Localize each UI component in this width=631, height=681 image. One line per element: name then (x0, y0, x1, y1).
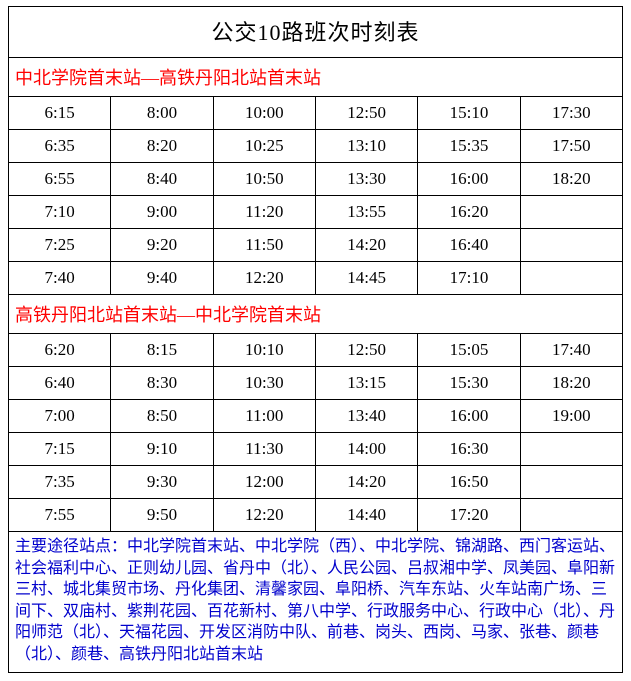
time-cell: 12:50 (315, 334, 417, 367)
time-cell: 6:15 (9, 97, 111, 130)
time-cell: 8:40 (111, 163, 213, 196)
time-cell: 17:50 (520, 130, 622, 163)
time-cell: 14:20 (315, 466, 417, 499)
time-row: 7:559:5012:2014:4017:20 (9, 499, 623, 532)
time-cell: 8:20 (111, 130, 213, 163)
time-cell: 13:10 (315, 130, 417, 163)
time-cell: 7:35 (9, 466, 111, 499)
time-row: 7:008:5011:0013:4016:0019:00 (9, 400, 623, 433)
time-cell: 16:00 (418, 400, 520, 433)
notes-row: 主要途径站点：中北学院首末站、中北学院（西）、中北学院、锦湖路、西门客运站、社会… (9, 532, 623, 673)
time-cell: 9:50 (111, 499, 213, 532)
time-row: 7:259:2011:5014:2016:40 (9, 229, 623, 262)
time-row: 7:159:1011:3014:0016:30 (9, 433, 623, 466)
title-row: 公交10路班次时刻表 (9, 7, 623, 58)
time-cell: 15:30 (418, 367, 520, 400)
time-row: 7:409:4012:2014:4517:10 (9, 262, 623, 295)
timetable-body: 公交10路班次时刻表中北学院首末站—高铁丹阳北站首末站6:158:0010:00… (9, 7, 623, 673)
time-cell: 10:30 (213, 367, 315, 400)
time-cell: 17:20 (418, 499, 520, 532)
time-cell: 15:05 (418, 334, 520, 367)
time-cell: 8:00 (111, 97, 213, 130)
time-cell: 6:55 (9, 163, 111, 196)
time-row: 6:208:1510:1012:5015:0517:40 (9, 334, 623, 367)
time-row: 6:358:2010:2513:1015:3517:50 (9, 130, 623, 163)
time-cell: 14:40 (315, 499, 417, 532)
time-cell: 10:25 (213, 130, 315, 163)
time-cell: 11:00 (213, 400, 315, 433)
time-cell: 11:20 (213, 196, 315, 229)
time-row: 6:158:0010:0012:5015:1017:30 (9, 97, 623, 130)
time-cell: 8:50 (111, 400, 213, 433)
time-cell: 9:40 (111, 262, 213, 295)
time-cell (520, 229, 622, 262)
time-cell: 18:20 (520, 367, 622, 400)
time-cell: 11:30 (213, 433, 315, 466)
time-cell: 12:00 (213, 466, 315, 499)
time-cell: 7:15 (9, 433, 111, 466)
time-cell: 7:25 (9, 229, 111, 262)
time-cell: 16:30 (418, 433, 520, 466)
time-cell: 14:20 (315, 229, 417, 262)
time-cell: 13:30 (315, 163, 417, 196)
time-cell: 14:45 (315, 262, 417, 295)
time-cell: 9:30 (111, 466, 213, 499)
time-cell: 16:00 (418, 163, 520, 196)
time-cell: 13:55 (315, 196, 417, 229)
time-row: 7:109:0011:2013:5516:20 (9, 196, 623, 229)
time-cell: 12:20 (213, 499, 315, 532)
time-cell: 8:30 (111, 367, 213, 400)
time-cell: 13:15 (315, 367, 417, 400)
time-cell: 14:00 (315, 433, 417, 466)
time-cell: 7:55 (9, 499, 111, 532)
time-cell: 10:10 (213, 334, 315, 367)
time-cell: 15:35 (418, 130, 520, 163)
time-cell (520, 466, 622, 499)
time-cell: 9:10 (111, 433, 213, 466)
time-cell (520, 262, 622, 295)
time-cell: 7:40 (9, 262, 111, 295)
time-cell: 18:20 (520, 163, 622, 196)
time-cell: 16:50 (418, 466, 520, 499)
time-cell: 11:50 (213, 229, 315, 262)
route-notes: 主要途径站点：中北学院首末站、中北学院（西）、中北学院、锦湖路、西门客运站、社会… (9, 532, 623, 673)
time-row: 6:558:4010:5013:3016:0018:20 (9, 163, 623, 196)
time-cell: 7:10 (9, 196, 111, 229)
time-row: 7:359:3012:0014:2016:50 (9, 466, 623, 499)
time-cell: 9:20 (111, 229, 213, 262)
time-cell: 10:50 (213, 163, 315, 196)
time-cell: 13:40 (315, 400, 417, 433)
time-cell (520, 196, 622, 229)
time-cell: 8:15 (111, 334, 213, 367)
time-cell: 19:00 (520, 400, 622, 433)
time-cell: 10:00 (213, 97, 315, 130)
time-cell: 17:30 (520, 97, 622, 130)
time-cell (520, 499, 622, 532)
timetable: 公交10路班次时刻表中北学院首末站—高铁丹阳北站首末站6:158:0010:00… (8, 6, 623, 673)
direction-2-label: 高铁丹阳北站首末站—中北学院首末站 (9, 295, 623, 334)
direction-1-label: 中北学院首末站—高铁丹阳北站首末站 (9, 58, 623, 97)
time-cell: 12:50 (315, 97, 417, 130)
direction-header-row: 中北学院首末站—高铁丹阳北站首末站 (9, 58, 623, 97)
time-row: 6:408:3010:3013:1515:3018:20 (9, 367, 623, 400)
time-cell: 17:40 (520, 334, 622, 367)
time-cell: 16:40 (418, 229, 520, 262)
time-cell (520, 433, 622, 466)
timetable-container: 公交10路班次时刻表中北学院首末站—高铁丹阳北站首末站6:158:0010:00… (0, 0, 631, 681)
time-cell: 12:20 (213, 262, 315, 295)
time-cell: 9:00 (111, 196, 213, 229)
direction-header-row: 高铁丹阳北站首末站—中北学院首末站 (9, 295, 623, 334)
time-cell: 17:10 (418, 262, 520, 295)
time-cell: 6:20 (9, 334, 111, 367)
time-cell: 7:00 (9, 400, 111, 433)
time-cell: 6:35 (9, 130, 111, 163)
time-cell: 15:10 (418, 97, 520, 130)
time-cell: 6:40 (9, 367, 111, 400)
time-cell: 16:20 (418, 196, 520, 229)
page-title: 公交10路班次时刻表 (9, 7, 623, 58)
